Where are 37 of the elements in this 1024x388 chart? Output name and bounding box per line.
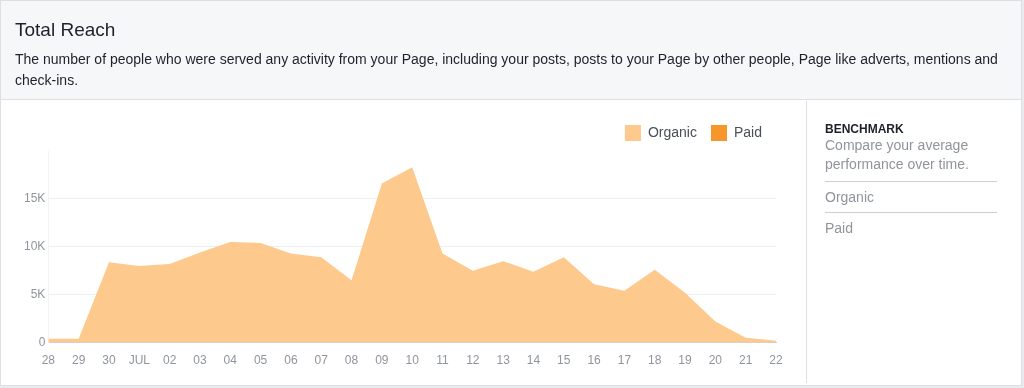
- legend-label: Paid: [733, 123, 763, 140]
- x-tick-label: 18: [648, 353, 662, 368]
- y-tick-label: 15K: [23, 191, 46, 206]
- x-tick-label: 11: [436, 353, 450, 368]
- x-tick-label: 03: [193, 353, 207, 368]
- x-tick-label: 08: [344, 353, 359, 368]
- text: Organic: [825, 182, 997, 213]
- x-tick-label: 12: [466, 353, 480, 368]
- x-tick-label: 13: [496, 353, 511, 368]
- x-tick-label: 14: [526, 353, 541, 368]
- y-tick-label: 5K: [30, 287, 46, 302]
- x-tick-label: 04: [223, 353, 238, 368]
- y-tick-label: 0: [38, 334, 46, 349]
- x-tick-label: 16: [587, 353, 602, 368]
- text: Compare your average performance over time.: [825, 136, 997, 182]
- x-tick-label: 02: [162, 353, 177, 368]
- x-tick-label: 21: [739, 353, 753, 368]
- x-tick-label: 17: [617, 353, 632, 368]
- x-tick-label: 05: [253, 353, 268, 368]
- x-tick-label: 19: [678, 353, 693, 368]
- x-tick-label: JUL: [128, 353, 151, 368]
- text: BENCHMARK: [825, 122, 905, 136]
- x-tick-label: 15: [557, 353, 571, 368]
- chart-subtitle: The number of people who were served any activity from your Page, including your posts, posts to your Page by other people, Page like adverts, mentions and check-ins.: [15, 50, 999, 90]
- x-tick-label: 22: [769, 353, 783, 368]
- x-tick-label: 28: [41, 353, 56, 368]
- x-tick-label: 29: [71, 353, 86, 368]
- y-tick-label: 10K: [23, 239, 46, 254]
- x-tick-label: 09: [375, 353, 389, 368]
- x-tick-label: 30: [102, 353, 116, 368]
- x-tick-label: 07: [314, 353, 329, 368]
- x-tick-label: 10: [405, 353, 420, 368]
- x-tick-label: 20: [708, 353, 723, 368]
- text: Paid: [825, 219, 855, 238]
- chart-title: Total Reach: [15, 18, 117, 41]
- x-tick-label: 06: [284, 353, 298, 368]
- legend-label: Organic: [647, 123, 697, 140]
